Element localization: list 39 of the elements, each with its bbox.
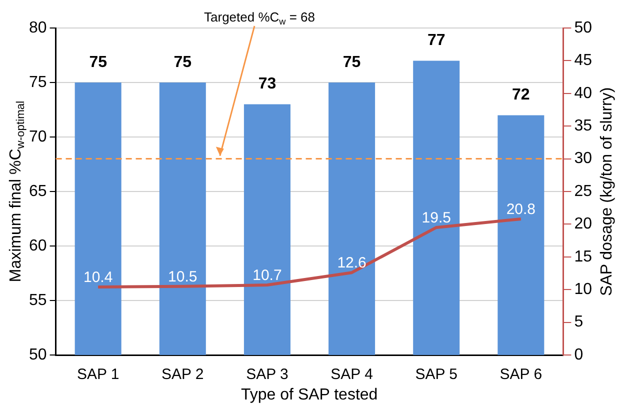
y-tick-label: 75 (29, 74, 47, 91)
y2-tick-label: 10 (574, 281, 592, 298)
y-tick-label: 65 (29, 182, 47, 200)
x-tick-label: SAP 1 (76, 366, 120, 384)
y-tick-label: 60 (29, 237, 47, 254)
data-label: 77 (427, 32, 446, 50)
x-tick-label: SAP 5 (415, 366, 458, 384)
y-tick-label: 70 (29, 128, 47, 146)
data-label: 73 (258, 76, 276, 93)
y-axis-title: Maximum final %Cw-optimal (7, 100, 27, 282)
y-tick-label: 50 (29, 346, 47, 364)
data-label: 10.5 (168, 268, 198, 286)
data-label: 72 (512, 86, 530, 104)
y2-tick-label: 20 (574, 216, 592, 233)
y2-tick-label: 45 (574, 52, 592, 70)
y2-tick-label: 0 (574, 346, 584, 364)
data-label: 75 (342, 54, 361, 71)
y2-tick-label: 50 (574, 19, 592, 36)
y-tick-label: 55 (29, 292, 47, 309)
x-tick-label: SAP 2 (162, 366, 204, 384)
data-label: 19.5 (422, 210, 451, 227)
data-label: 10.7 (252, 267, 282, 284)
x-axis-title: Type of SAP tested (241, 386, 378, 404)
y2-tick-label: 35 (574, 118, 592, 135)
y2-tick-label: 30 (574, 150, 592, 168)
data-label: 20.8 (506, 201, 536, 218)
x-tick-label: SAP 6 (500, 366, 542, 384)
data-label: 75 (89, 54, 108, 71)
data-label: 10.4 (83, 269, 113, 286)
y2-tick-label: 40 (574, 84, 592, 102)
x-tick-label: SAP 3 (246, 366, 288, 384)
y2-tick-label: 5 (574, 314, 584, 331)
y2-tick-label: 15 (574, 248, 592, 266)
data-label: 75 (174, 54, 192, 71)
data-label: 12.6 (337, 254, 366, 272)
x-tick-label: SAP 4 (330, 366, 373, 384)
y2-axis-title: SAP dosage (kg/ton of slurry) (598, 87, 616, 296)
y-tick-label: 80 (29, 19, 47, 36)
y2-tick-label: 25 (574, 182, 592, 200)
